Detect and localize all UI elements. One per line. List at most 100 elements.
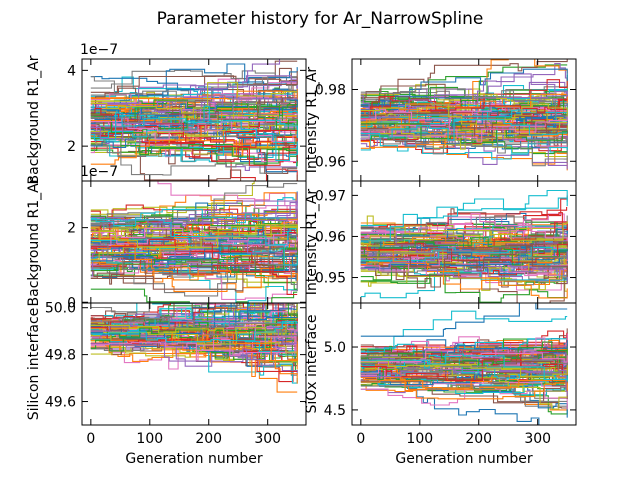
axis-multiplier: 1e−7: [80, 164, 118, 180]
series-line: [90, 207, 298, 268]
series-line: [360, 351, 568, 369]
y-tick-label: 0.97: [315, 188, 346, 204]
axis-multiplier: 1e−7: [80, 42, 118, 58]
y-tick-label: 50.0: [45, 301, 76, 317]
y-axis-label: SiOx interface: [304, 315, 320, 414]
series-line: [90, 303, 298, 326]
series-line: [90, 216, 298, 242]
y-tick-label: 0.96: [315, 229, 346, 245]
y-tick-label: 0.98: [315, 83, 346, 99]
series-line: [360, 213, 568, 236]
y-tick-label: 49.6: [45, 395, 76, 411]
series-line: [360, 68, 568, 111]
series-line: [360, 119, 568, 141]
series-line: [90, 98, 298, 140]
series-line: [360, 108, 568, 143]
series-line: [90, 226, 298, 283]
series-line: [360, 353, 568, 380]
trace-group: [360, 59, 568, 171]
series-line: [90, 256, 298, 285]
x-tick-label: 100: [406, 431, 433, 447]
series-line: [360, 59, 568, 118]
y-tick-label: 2: [67, 139, 76, 155]
series-line: [360, 360, 568, 377]
series-line: [90, 75, 298, 105]
series-line: [90, 238, 298, 296]
x-tick-label: 0: [356, 431, 365, 447]
series-line: [360, 221, 568, 245]
trace-group: [360, 303, 568, 425]
series-line: [360, 243, 568, 299]
y-axis-label: Background R1_Ar: [26, 55, 42, 184]
series-line: [360, 356, 568, 374]
series-line: [90, 208, 298, 227]
series-line: [90, 303, 298, 352]
y-tick-label: 0: [67, 295, 76, 311]
series-line: [360, 261, 568, 284]
series-line: [90, 317, 298, 370]
series-line: [360, 129, 568, 154]
series-line: [90, 76, 298, 99]
figure-title: Parameter history for Ar_NarrowSpline: [157, 9, 484, 29]
series-line: [90, 305, 298, 335]
series-line: [90, 244, 298, 285]
y-axis-label: Intensity R1_Ar: [304, 189, 320, 296]
y-tick-label: 4.5: [324, 403, 346, 419]
series-line: [360, 211, 568, 231]
series-line: [90, 218, 298, 266]
series-line: [360, 341, 568, 369]
series-line: [90, 303, 216, 331]
series-line: [90, 138, 298, 165]
series-line: [90, 227, 298, 246]
series-line: [360, 338, 568, 362]
x-tick-label: 200: [195, 431, 222, 447]
series-line: [360, 88, 568, 117]
axes-frame: [81, 302, 307, 426]
series-line: [90, 323, 298, 361]
y-axis-label: Silicon interface: [26, 308, 42, 421]
x-tick-label: 0: [86, 431, 95, 447]
series-line: [90, 215, 298, 233]
series-line: [90, 103, 298, 132]
y-tick-label: 0.95: [315, 271, 346, 287]
y-axis-label: Background R1_Ar: [26, 177, 42, 306]
series-line: [360, 197, 568, 231]
series-line: [360, 244, 568, 281]
series-line: [360, 388, 568, 410]
series-line: [90, 121, 298, 166]
series-line: [90, 253, 298, 292]
series-line: [360, 384, 568, 402]
series-line: [360, 303, 568, 337]
series-line: [360, 310, 568, 364]
series-line: [90, 91, 298, 149]
x-axis-label: Generation number: [395, 451, 532, 467]
series-line: [90, 330, 298, 363]
trace-group: [360, 189, 568, 303]
series-line: [90, 71, 298, 94]
series-line: [90, 131, 298, 163]
series-line: [360, 96, 568, 113]
series-line: [90, 325, 298, 360]
series-line: [360, 333, 568, 372]
series-line: [360, 364, 568, 400]
series-line: [90, 107, 298, 143]
series-line: [360, 273, 568, 303]
series-line: [360, 94, 568, 122]
y-tick-label: 0.96: [315, 154, 346, 170]
x-tick-label: 100: [136, 431, 163, 447]
series-line: [360, 227, 568, 251]
series-line: [360, 59, 568, 99]
series-line: [90, 247, 298, 273]
series-line: [90, 256, 298, 303]
x-axis-label: Generation number: [125, 451, 262, 467]
series-line: [157, 181, 298, 209]
series-line: [360, 133, 568, 167]
series-line: [360, 73, 568, 118]
y-tick-label: 5.0: [324, 340, 346, 356]
y-axis-label: Intensity R1_Ar: [304, 67, 320, 174]
series-line: [90, 319, 298, 360]
series-line: [360, 360, 568, 379]
